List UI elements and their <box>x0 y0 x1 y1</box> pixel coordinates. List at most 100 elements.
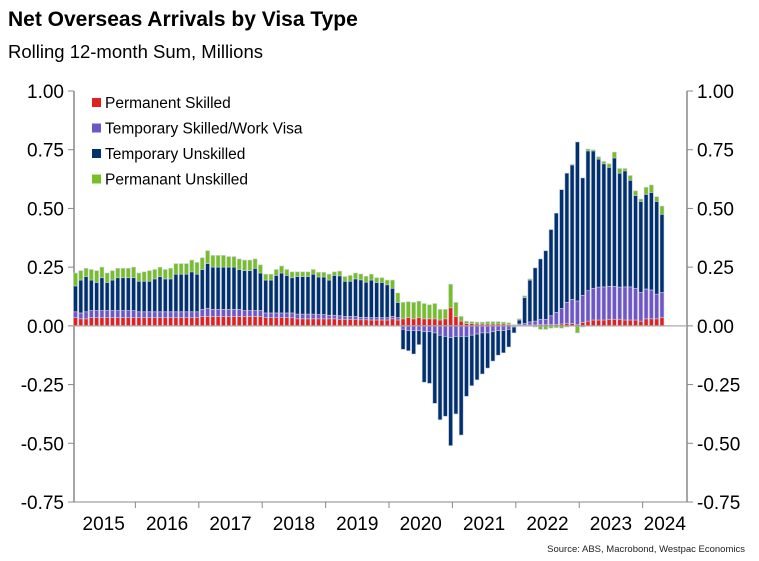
bar-temporary-skilled-work-visa <box>184 311 189 318</box>
bar-permanant-unskilled <box>448 283 453 309</box>
bar-temporary-skilled-work-visa <box>289 312 295 318</box>
bar-permanant-unskilled <box>395 292 401 303</box>
bar-permanent-skilled <box>347 318 353 327</box>
bar-temporary-unskilled <box>258 272 263 311</box>
bar-temporary-skilled-work-visa <box>316 314 321 320</box>
bar-temporary-skilled-work-visa <box>194 311 200 318</box>
bar-temporary-unskilled <box>522 297 527 324</box>
bar-temporary-skilled-work-visa <box>474 325 480 335</box>
bar-permanant-unskilled <box>252 258 258 269</box>
bar-temporary-skilled-work-visa <box>553 312 559 325</box>
bar-permanant-unskilled <box>622 168 628 172</box>
bar-temporary-unskilled <box>347 280 353 317</box>
bar-temporary-skilled-work-visa <box>300 313 306 320</box>
bar-temporary-unskilled <box>538 258 543 320</box>
bar-permanant-unskilled <box>125 267 131 279</box>
bar-permanent-skilled <box>659 317 665 327</box>
bar-temporary-skilled-work-visa <box>242 310 247 317</box>
bar-temporary-unskilled <box>395 302 401 318</box>
bar-permanant-unskilled <box>221 255 226 268</box>
bar-permanant-unskilled <box>168 267 173 280</box>
bar-permanent-skilled <box>442 318 448 327</box>
bar-temporary-skilled-work-visa <box>379 317 385 321</box>
bar-temporary-skilled-work-visa <box>495 325 501 331</box>
bar-temporary-unskilled <box>305 276 311 315</box>
bar-temporary-unskilled <box>273 275 279 314</box>
bar-temporary-skilled-work-visa <box>321 314 327 320</box>
bar-temporary-unskilled <box>136 280 142 313</box>
bar-permanant-unskilled <box>406 301 411 318</box>
bar-temporary-unskilled <box>585 150 591 291</box>
bar-temporary-unskilled <box>125 277 131 311</box>
bar-temporary-unskilled <box>247 270 253 311</box>
bar-temporary-skilled-work-visa <box>479 325 485 334</box>
legend-label: Temporary Unskilled <box>105 146 245 163</box>
bar-temporary-skilled-work-visa <box>173 311 179 318</box>
bar-temporary-skilled-work-visa <box>205 307 210 317</box>
bar-permanant-unskilled <box>263 273 269 281</box>
bar-temporary-unskilled <box>464 336 469 397</box>
bar-temporary-unskilled <box>553 212 559 313</box>
bar-temporary-unskilled <box>384 284 390 318</box>
bar-permanent-skilled <box>643 318 649 327</box>
bar-temporary-unskilled <box>427 331 432 384</box>
bar-permanant-unskilled <box>173 263 179 275</box>
bar-temporary-unskilled <box>210 266 216 310</box>
bar-temporary-skilled-work-visa <box>99 310 105 318</box>
bar-temporary-unskilled <box>310 273 316 315</box>
bar-permanant-unskilled <box>231 256 237 268</box>
bar-temporary-unskilled <box>516 319 522 325</box>
bar-permanant-unskilled <box>247 259 253 272</box>
bar-temporary-skilled-work-visa <box>231 309 237 317</box>
legend-label: Permanant Unskilled <box>105 172 248 189</box>
bar-permanent-skilled <box>147 317 152 327</box>
bar-temporary-unskilled <box>162 278 168 313</box>
bar-permanant-unskilled <box>189 259 195 273</box>
bar-permanent-skilled <box>284 317 290 327</box>
y-tick-label-right: -0.50 <box>697 434 740 455</box>
bar-temporary-skilled-work-visa <box>490 325 496 333</box>
bar-permanant-unskilled <box>432 303 438 320</box>
bar-temporary-skilled-work-visa <box>374 317 379 321</box>
bar-temporary-skilled-work-visa <box>141 311 147 318</box>
bar-temporary-unskilled <box>390 287 395 317</box>
bar-permanant-unskilled <box>78 270 84 281</box>
bar-permanant-unskilled <box>606 163 612 168</box>
bar-temporary-skilled-work-visa <box>221 309 226 317</box>
bar-permanent-skilled <box>131 317 136 327</box>
bar-permanant-unskilled <box>485 321 490 325</box>
bar-permanent-skilled <box>432 318 438 327</box>
bar-permanent-skilled <box>194 317 200 327</box>
bar-permanant-unskilled <box>83 267 89 277</box>
bar-permanant-unskilled <box>596 156 601 160</box>
y-tick-label-left: 0.75 <box>27 141 64 162</box>
bar-temporary-unskilled <box>643 193 649 290</box>
bar-temporary-unskilled <box>416 330 422 345</box>
bar-temporary-skilled-work-visa <box>395 317 401 321</box>
bar-permanant-unskilled <box>215 255 221 268</box>
x-tick-label: 2020 <box>400 514 442 535</box>
bar-permanant-unskilled <box>627 175 633 181</box>
bar-permanant-unskilled <box>506 322 512 326</box>
bar-permanant-unskilled <box>273 269 279 276</box>
bar-temporary-unskilled <box>654 201 660 295</box>
bar-temporary-skilled-work-visa <box>152 311 158 318</box>
bar-permanant-unskilled <box>390 279 395 289</box>
bar-temporary-unskilled <box>532 267 538 322</box>
bar-temporary-unskilled <box>617 172 623 288</box>
bar-permanent-skilled <box>617 318 623 327</box>
bar-temporary-unskilled <box>627 179 633 288</box>
bar-permanant-unskilled <box>326 273 332 281</box>
bar-permanant-unskilled <box>516 318 522 321</box>
x-tick-label: 2019 <box>336 514 378 535</box>
bar-permanent-skilled <box>353 318 358 327</box>
bar-temporary-unskilled <box>421 331 427 383</box>
bar-permanent-skilled <box>125 317 131 327</box>
bar-temporary-skilled-work-visa <box>590 287 596 321</box>
bar-permanant-unskilled <box>643 186 649 195</box>
source-note: Source: ABS, Macrobond, Westpac Economic… <box>547 544 745 555</box>
bar-temporary-unskilled <box>590 150 596 289</box>
bar-temporary-unskilled <box>622 170 628 288</box>
bar-permanant-unskilled <box>199 257 205 270</box>
bar-temporary-unskilled <box>511 326 517 334</box>
